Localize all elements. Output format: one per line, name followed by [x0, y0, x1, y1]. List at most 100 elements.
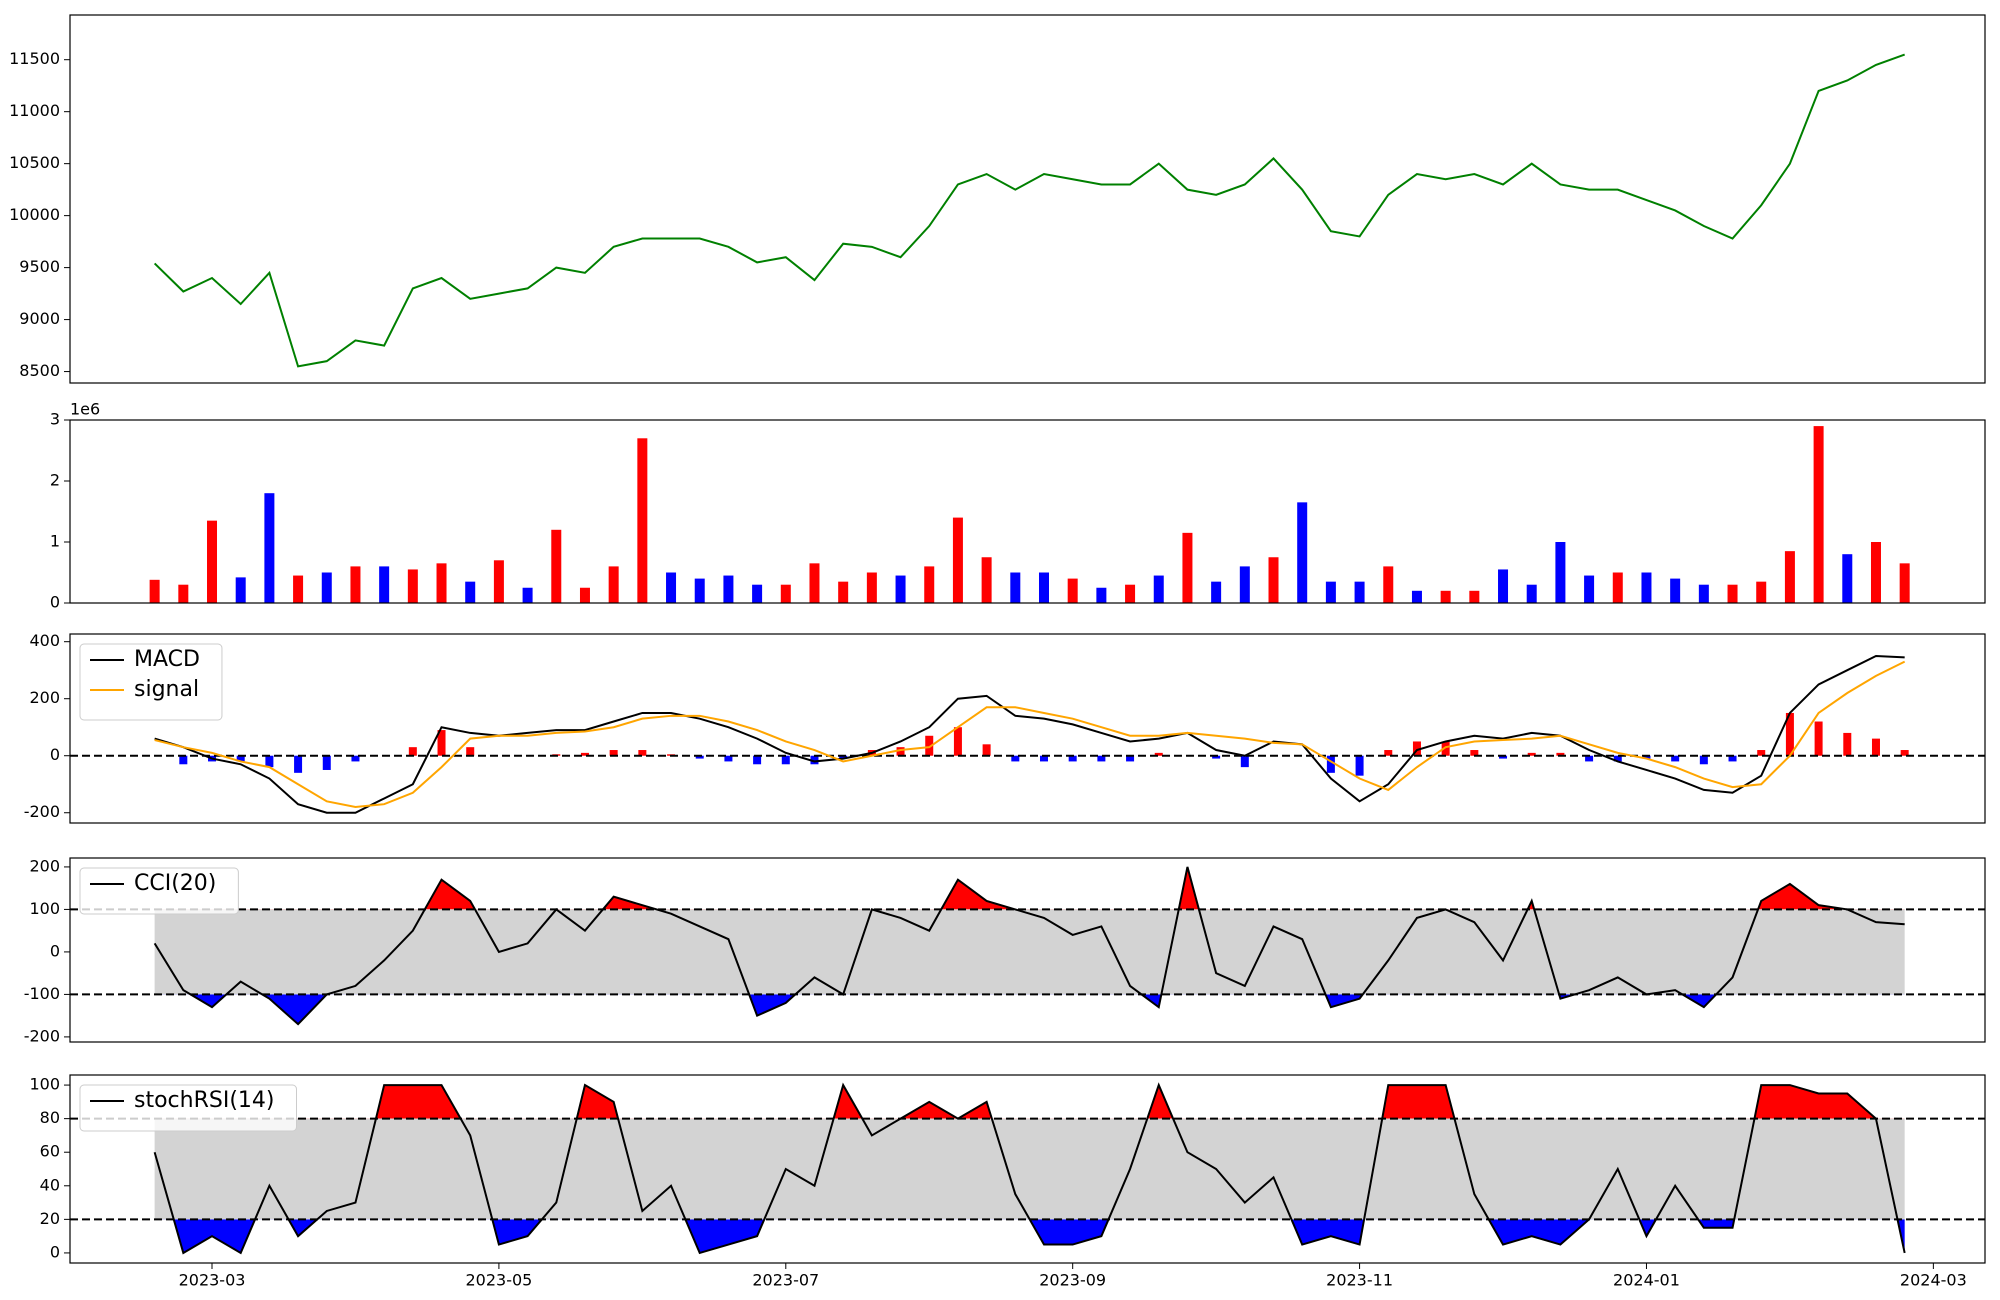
volume-bar: [1067, 578, 1078, 603]
histogram-bar: [1871, 738, 1880, 756]
volume-bar: [1612, 572, 1623, 603]
volume-bar: [207, 520, 218, 603]
volume-bar: [579, 587, 590, 603]
volume-bar: [1870, 542, 1881, 603]
volume-bar: [551, 529, 562, 603]
axes-frame: [69, 419, 1986, 604]
volume-bar: [1153, 575, 1164, 603]
histogram-bar: [1585, 755, 1594, 762]
histogram-bar: [1556, 752, 1565, 756]
histogram-bar: [1126, 755, 1135, 762]
band-shade: [154, 1118, 1905, 1220]
volume-bar: [1125, 584, 1136, 603]
volume-bar: [321, 572, 332, 603]
histogram-bar: [1499, 755, 1508, 759]
volume-bar: [465, 581, 476, 603]
histogram-bar: [781, 755, 790, 765]
histogram-bar: [1642, 755, 1651, 759]
legend-label: signal: [134, 677, 199, 702]
series-line: [154, 654, 1905, 814]
histogram-bar: [1240, 755, 1249, 768]
x-tick-label: 2024-01: [1613, 1271, 1680, 1290]
legend: MACD signal: [79, 643, 223, 721]
y-tick-label: 0: [50, 593, 60, 612]
legend: CCI(20): [79, 867, 239, 915]
y-tick-label: 20: [40, 1209, 60, 1228]
volume-bar: [608, 566, 619, 603]
volume-bar: [1756, 581, 1767, 603]
volume-bar: [1698, 584, 1709, 603]
histogram-bar: [1068, 755, 1077, 762]
histogram-bar: [1412, 741, 1421, 756]
histogram-bar: [1441, 741, 1450, 756]
x-tick-label: 2023-11: [1326, 1271, 1393, 1290]
volume-bar: [1268, 557, 1279, 603]
legend-box: [79, 643, 223, 721]
volume-bar: [178, 584, 189, 603]
series-line: [154, 660, 1906, 809]
y-tick-label: 11500: [9, 49, 60, 68]
y-tick-label: 10000: [9, 205, 60, 224]
axes-frame: [69, 633, 1986, 824]
volume-bar: [1096, 587, 1107, 603]
y-tick-label: 200: [29, 688, 60, 707]
histogram-bar: [1728, 755, 1737, 762]
series-line: [153, 53, 1906, 368]
histogram-bar: [265, 755, 274, 768]
volume-bar: [1899, 563, 1910, 603]
histogram-bar: [1699, 755, 1708, 765]
histogram-bar: [437, 730, 446, 756]
y-tick-label: 40: [40, 1175, 60, 1194]
volume-bar: [1038, 572, 1049, 603]
volume-bar: [1297, 502, 1308, 603]
histogram-bar: [1326, 755, 1335, 773]
legend-label: stochRSI(14): [134, 1088, 275, 1113]
y-tick-label: 8500: [19, 361, 60, 380]
volume-bar: [666, 572, 677, 603]
volume-bar: [1526, 584, 1537, 603]
histogram-bar: [351, 755, 360, 762]
histogram-bar: [466, 747, 475, 756]
histogram-bar: [1470, 750, 1479, 756]
histogram-bar: [1900, 750, 1909, 756]
volume-bar: [809, 563, 820, 603]
histogram-bar: [1154, 752, 1163, 756]
y-tick-label: 11000: [9, 101, 60, 120]
histogram-bar: [896, 747, 905, 756]
volume-bar: [723, 575, 734, 603]
volume-bar: [235, 577, 246, 603]
volume-bar: [952, 517, 963, 603]
y-tick-label: 0: [50, 941, 60, 960]
histogram-bar: [839, 755, 848, 759]
y-tick-label: 0: [50, 1242, 60, 1261]
histogram-bar: [322, 755, 331, 770]
histogram-bar: [1843, 732, 1852, 756]
y-tick-label: 0: [50, 745, 60, 764]
legend: stochRSI(14): [79, 1084, 297, 1132]
x-tick-label: 2023-05: [465, 1271, 532, 1290]
volume-bar: [780, 584, 791, 603]
x-tick-label: 2024-03: [1900, 1271, 1967, 1290]
histogram-bar: [1355, 755, 1364, 776]
histogram-bar: [1527, 752, 1536, 756]
volume-bar: [1784, 551, 1795, 603]
histogram-bar: [1814, 721, 1823, 756]
histogram-bar: [953, 727, 962, 756]
y-tick-label: 100: [29, 899, 60, 918]
histogram-bar: [580, 752, 589, 756]
y-tick-label: 80: [40, 1108, 60, 1127]
y-tick-label: 100: [29, 1075, 60, 1094]
histogram-bar: [1613, 755, 1622, 762]
x-tick-label: 2023-07: [752, 1271, 819, 1290]
volume-bar: [866, 572, 877, 603]
below-fill: [154, 1219, 1905, 1253]
volume-bar: [1670, 578, 1681, 603]
histogram-bar: [810, 755, 819, 765]
volume-bar: [981, 557, 992, 603]
volume-bar: [1584, 575, 1595, 603]
y-tick-label: 200: [29, 856, 60, 875]
volume-bar: [407, 569, 418, 603]
volume-bar: [522, 587, 533, 603]
histogram-bar: [638, 750, 647, 756]
